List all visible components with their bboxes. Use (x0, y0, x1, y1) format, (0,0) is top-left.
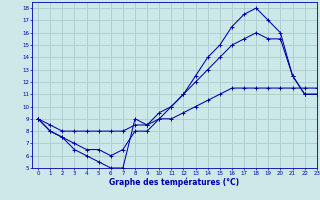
X-axis label: Graphe des températures (°C): Graphe des températures (°C) (109, 177, 239, 187)
